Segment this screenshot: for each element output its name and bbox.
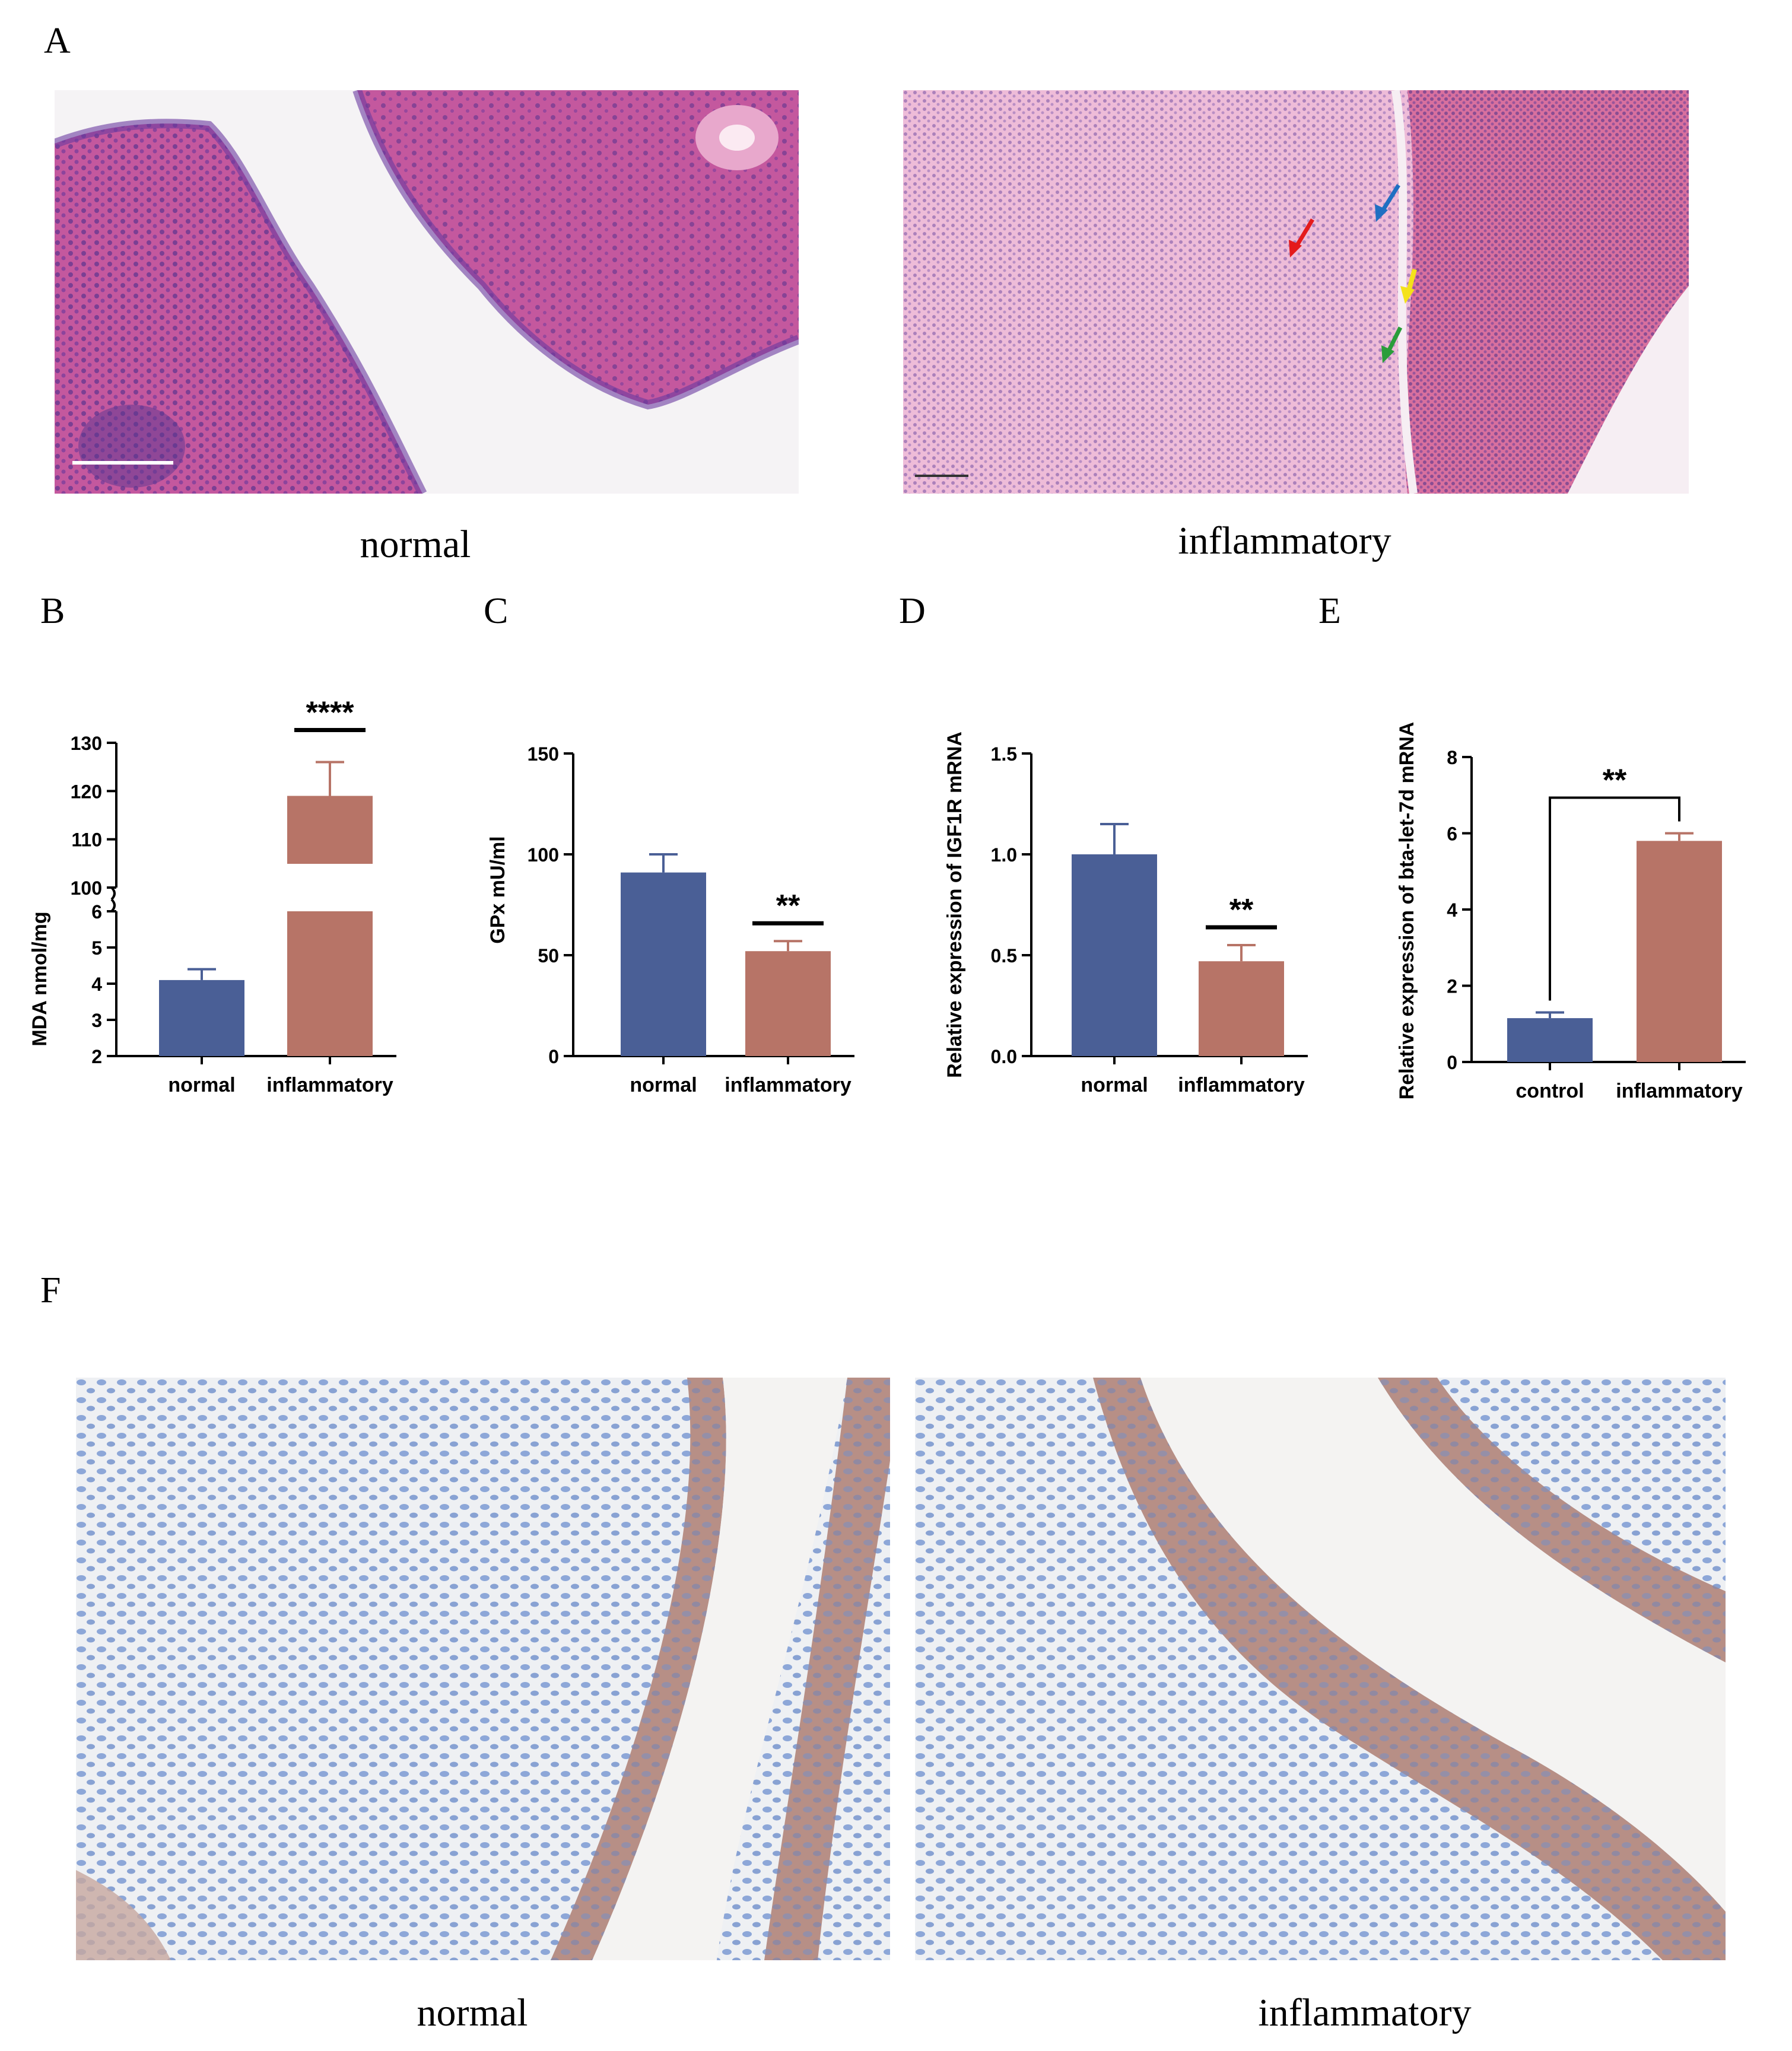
significance-label: **** [306,696,355,730]
panel-label-c: C [484,591,509,631]
panel-label-a: A [44,21,71,61]
y-tick-label: 6 [1447,823,1457,845]
significance-label: ** [776,889,800,923]
x-tick-label: normal [168,1074,235,1096]
chart-b-ylabel: MDA nmol/mg [28,911,51,1046]
y-tick-label: 100 [528,844,559,866]
y-tick-label: 0 [548,1046,559,1067]
y-tick-label: 0.0 [991,1046,1017,1067]
bar-lower-segment [287,911,373,1056]
bar [1199,961,1284,1056]
y-tick-label: 2 [91,1046,102,1067]
y-tick-label: 5 [91,937,102,959]
x-tick-label: normal [1081,1074,1148,1096]
y-tick-label: 0 [1447,1052,1457,1073]
y-tick-label: 2 [1447,976,1457,997]
bar [1072,854,1157,1056]
chart-d-ylabel: Relative expression of IGF1R mRNA [943,732,966,1078]
bar [1507,1018,1593,1062]
x-tick-label: inflammatory [266,1074,393,1096]
significance-label: ** [1603,764,1627,798]
y-tick-label: 1.5 [991,743,1017,765]
y-tick-label: 6 [91,901,102,923]
chart-b: MDA nmol/mg 100 110 120 130 2 3 4 5 6 **** normal i… [28,696,396,1096]
y-tick-label: 130 [71,733,102,754]
chart-b-ylabel-text: MDA nmol/mg [28,911,51,1046]
arrow-green-icon [1381,326,1403,363]
ihc-image-normal [76,1378,890,1960]
y-tick-label: 0.5 [991,945,1017,966]
bar [621,872,706,1056]
x-tick-label: normal [630,1074,697,1096]
chart-c: GPx mU/ml 0 50 100 150 normal inflammatory ** [487,743,854,1096]
panel-label-b: B [40,591,65,631]
ihc-caption-inflammatory: inflammatory [1258,1991,1472,2034]
arrow-yellow-icon [1400,268,1417,304]
x-tick-label: inflammatory [1178,1074,1305,1096]
y-tick-label: 150 [528,743,559,765]
he-caption-inflammatory: inflammatory [1178,519,1391,562]
y-tick-label: 100 [71,877,102,899]
axis-break [110,898,116,912]
panel-label-f: F [40,1270,61,1311]
chart-e: Relative expression of bta-let-7d mRNA 0… [1396,722,1746,1102]
x-tick-label: inflammatory [725,1074,851,1096]
chart-d: Relative expression of IGF1R mRNA 0.0 0.5… [943,732,1308,1096]
panel-label-e: E [1318,591,1341,631]
chart-e-ylabel: Relative expression of bta-let-7d mRNA [1396,722,1418,1100]
y-tick-label: 4 [91,974,102,995]
y-tick-label: 4 [1447,899,1457,921]
significance-label: ** [1229,893,1254,927]
ihc-caption-normal: normal [417,1991,528,2034]
panel-label-d: D [899,591,926,631]
he-caption-normal: normal [360,523,471,566]
he-image-normal [55,90,799,494]
arrow-blue-icon [1375,184,1400,222]
arrow-red-icon [1289,218,1315,257]
bar [159,980,244,1056]
bar [745,951,831,1056]
bar [1637,841,1722,1062]
y-tick-label: 50 [538,945,559,966]
chart-c-ylabel: GPx mU/ml [487,836,509,943]
significance-bracket [1549,796,1680,1001]
axis-break [110,886,116,901]
y-tick-label: 110 [71,829,102,851]
y-tick-label: 120 [71,781,102,802]
y-tick-label: 3 [91,1010,102,1031]
x-tick-label: control [1515,1080,1584,1102]
x-tick-label: inflammatory [1616,1080,1743,1102]
y-tick-label: 8 [1447,747,1457,768]
y-tick-label: 1.0 [991,844,1017,866]
ihc-image-inflammatory [915,1378,1726,1960]
bar-upper-segment [287,796,373,864]
he-image-inflammatory [903,90,1689,494]
